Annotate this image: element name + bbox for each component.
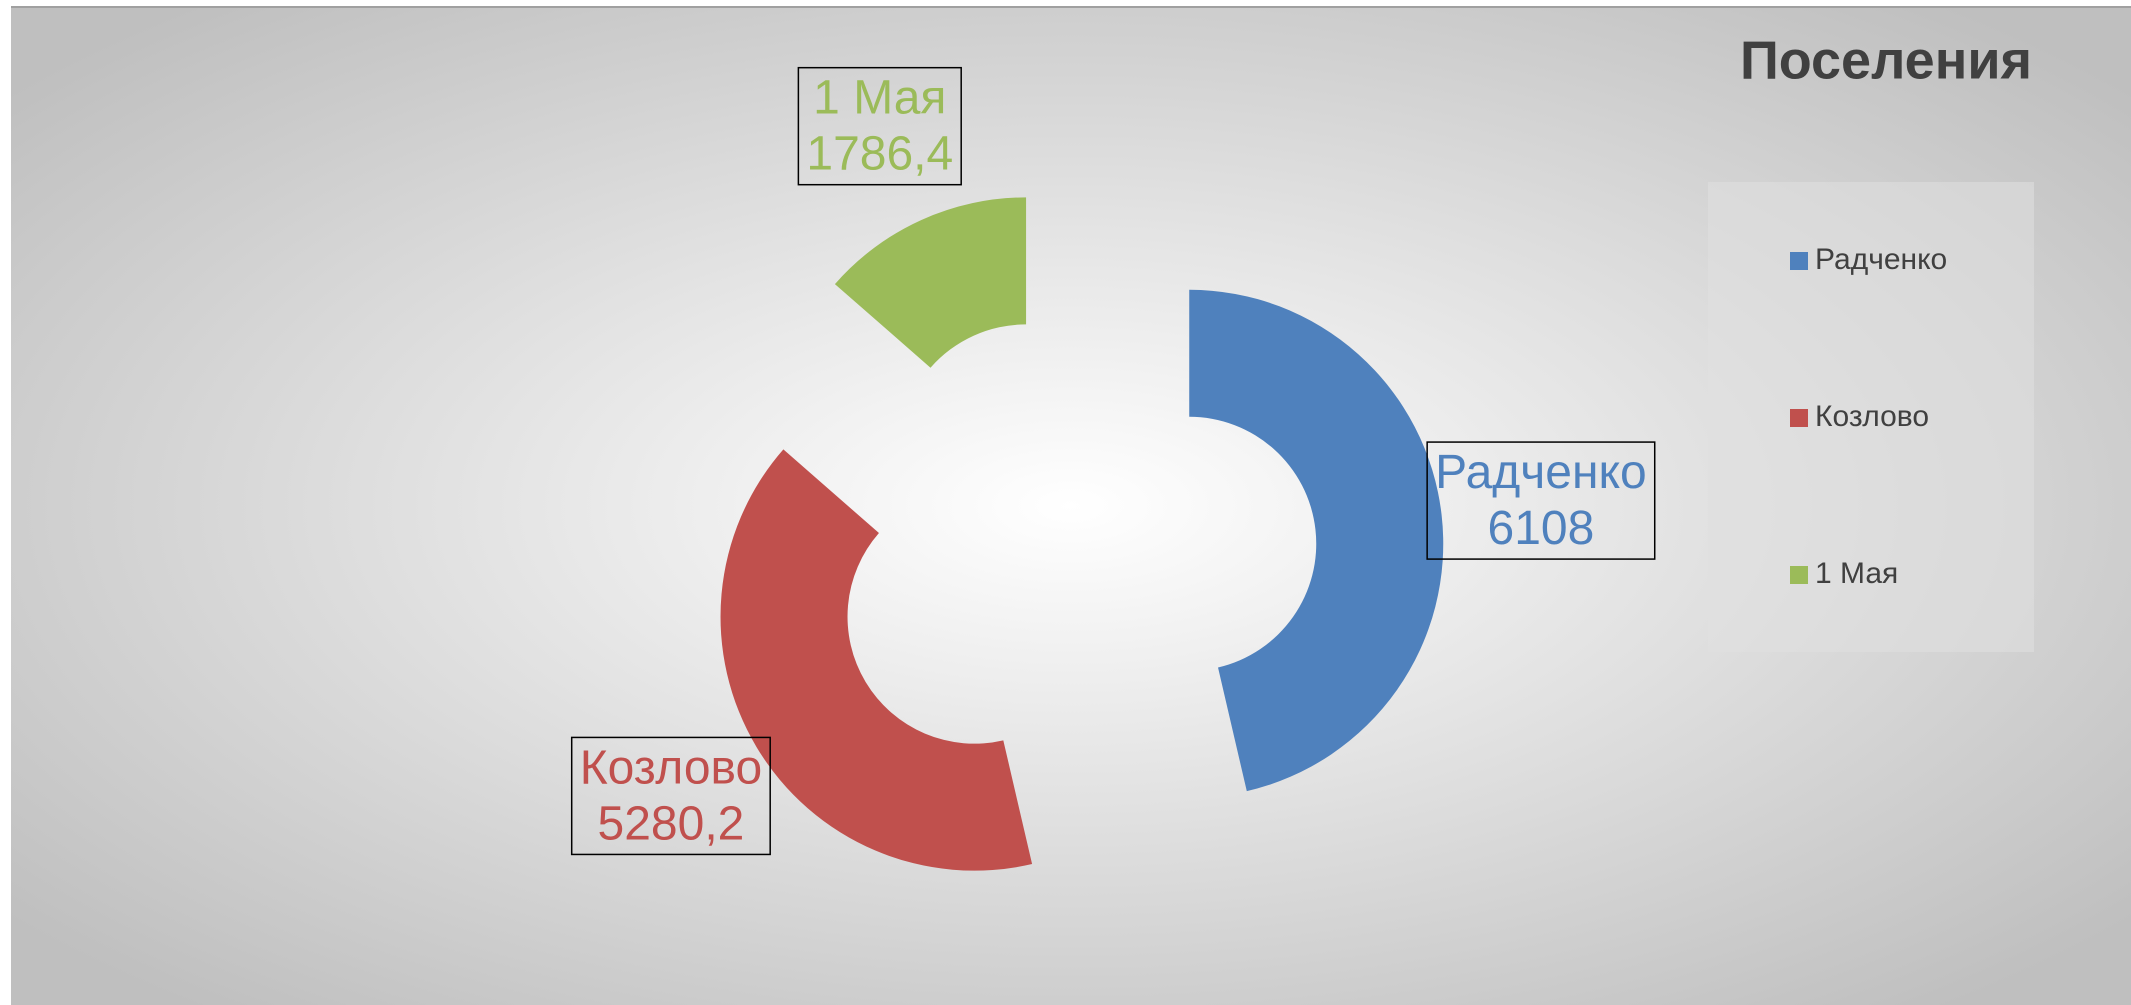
doughnut-segment [720, 449, 1033, 871]
data-label-box [797, 66, 962, 186]
legend-box [1708, 182, 2034, 652]
data-label-value: 6108 [1488, 502, 1595, 555]
data-label-box [570, 736, 771, 856]
data-label-category: 1 Мая [813, 72, 946, 125]
legend-label: Радченко [1815, 243, 1947, 276]
data-label-value: 5280,2 [598, 797, 745, 850]
doughnut-segment [834, 197, 1027, 368]
legend-label: Козлово [1815, 400, 1929, 433]
chart-title: Поселения [1740, 30, 2032, 90]
data-label-category: Козлово [580, 741, 762, 794]
data-label-category: Радченко [1435, 446, 1647, 499]
data-label-box [1426, 441, 1656, 560]
legend-swatch [1790, 566, 1808, 584]
legend-swatch [1790, 409, 1808, 427]
doughnut-segment [1189, 289, 1444, 792]
legend-swatch [1790, 252, 1808, 270]
legend-label: 1 Мая [1815, 557, 1898, 590]
data-label-value: 1786,4 [806, 128, 953, 181]
